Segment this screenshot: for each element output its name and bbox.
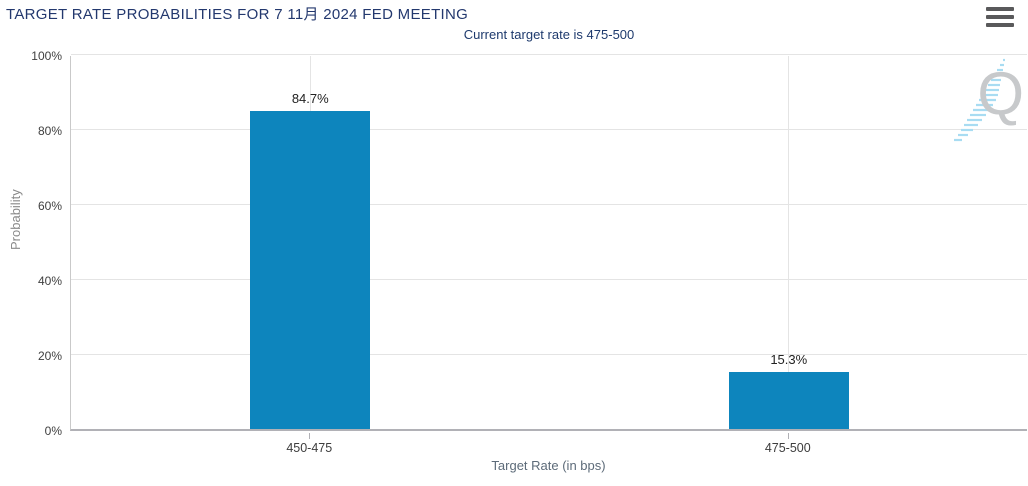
- y-tick-label: 80%: [37, 124, 62, 138]
- bar-value-label: 15.3%: [770, 351, 808, 367]
- y-tick-label: 40%: [37, 274, 62, 288]
- y-tick-label: 60%: [37, 199, 62, 213]
- hamburger-bar: [986, 15, 1014, 19]
- bar-value-label: 84.7%: [291, 91, 329, 107]
- y-tick-label: 20%: [37, 349, 62, 363]
- x-tick-mark: [787, 433, 789, 439]
- x-axis-title: Target Rate (in bps): [491, 458, 606, 473]
- chart-title: TARGET RATE PROBABILITIES FOR 7 11月 2024…: [6, 6, 469, 23]
- plot-area: 84.7% 15.3%: [70, 54, 1027, 431]
- hamburger-bar: [986, 23, 1014, 27]
- y-tick-label: 0%: [44, 424, 62, 438]
- category-gridline: [788, 56, 790, 429]
- y-gridline: [71, 354, 1027, 355]
- y-gridline: [71, 54, 1027, 55]
- y-gridline: [71, 204, 1027, 205]
- hamburger-menu-icon[interactable]: [986, 7, 1014, 27]
- y-gridline: [71, 129, 1027, 130]
- probability-bar[interactable]: [250, 111, 371, 429]
- x-category-label: 450-475: [286, 441, 333, 455]
- chart-subtitle: Current target rate is 475-500: [463, 27, 635, 42]
- hamburger-bar: [986, 7, 1014, 11]
- y-tick-label: 100%: [31, 49, 62, 63]
- probability-bar[interactable]: [728, 371, 849, 429]
- x-tick-mark: [309, 433, 311, 439]
- x-category-label: 475-500: [764, 441, 811, 455]
- y-gridline: [71, 279, 1027, 280]
